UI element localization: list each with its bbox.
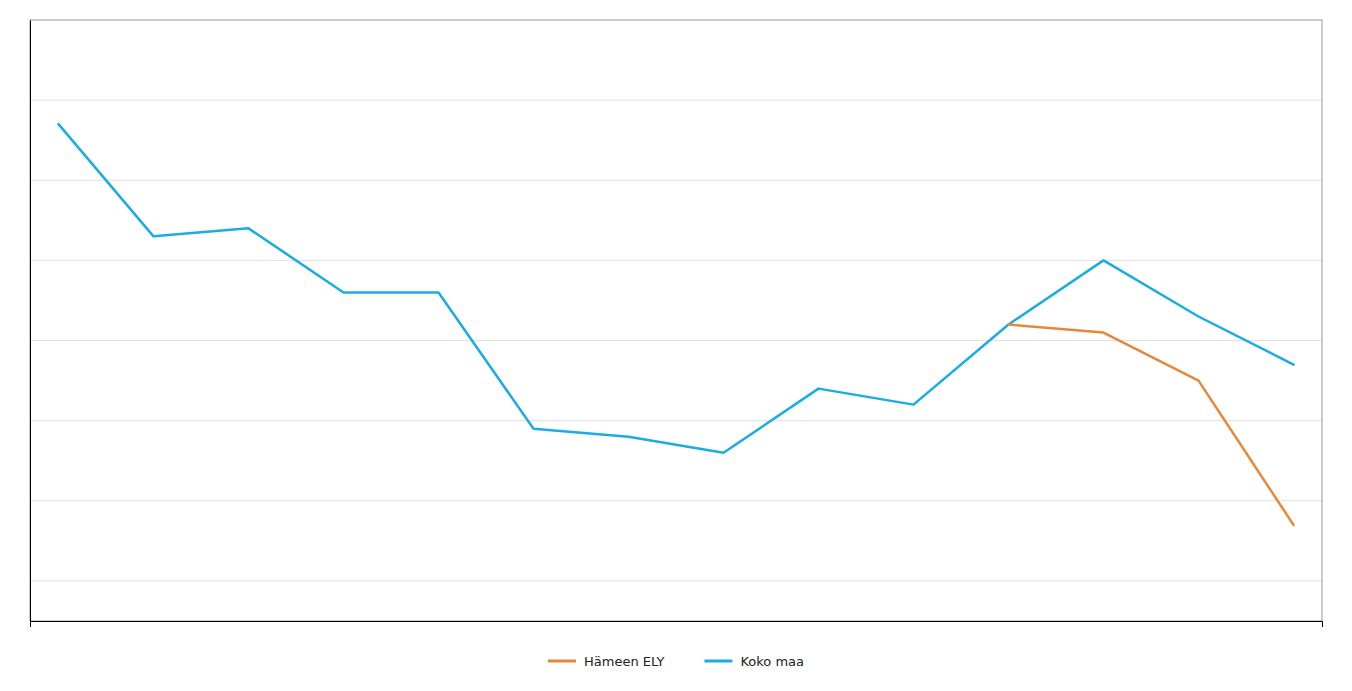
grid-line bbox=[30, 500, 1322, 501]
legend-label: Koko maa bbox=[740, 654, 804, 669]
grid-line bbox=[30, 260, 1322, 261]
grid-line bbox=[30, 340, 1322, 341]
plot-frame bbox=[30, 20, 1322, 621]
grid bbox=[30, 100, 1322, 581]
legend-label: Hämeen ELY bbox=[584, 654, 665, 669]
legend-item: Koko maa bbox=[704, 654, 804, 669]
series-line bbox=[1009, 325, 1294, 525]
legend-item: Hämeen ELY bbox=[548, 654, 665, 669]
grid-line bbox=[30, 180, 1322, 181]
series-line bbox=[59, 124, 1294, 453]
x-axis bbox=[31, 622, 1323, 628]
legend: Hämeen ELY Koko maa bbox=[548, 654, 804, 669]
lines bbox=[59, 124, 1294, 525]
plot bbox=[30, 20, 1323, 627]
y-axis-line bbox=[30, 21, 31, 622]
grid-line bbox=[30, 100, 1322, 101]
chart: Hämeen ELY Koko maa bbox=[0, 0, 1352, 691]
legend-swatch bbox=[548, 660, 576, 663]
legend-swatch bbox=[704, 660, 732, 663]
x-axis-line bbox=[31, 622, 1323, 628]
grid-line bbox=[30, 580, 1322, 581]
y-axis bbox=[30, 21, 32, 622]
grid-line bbox=[30, 420, 1322, 421]
